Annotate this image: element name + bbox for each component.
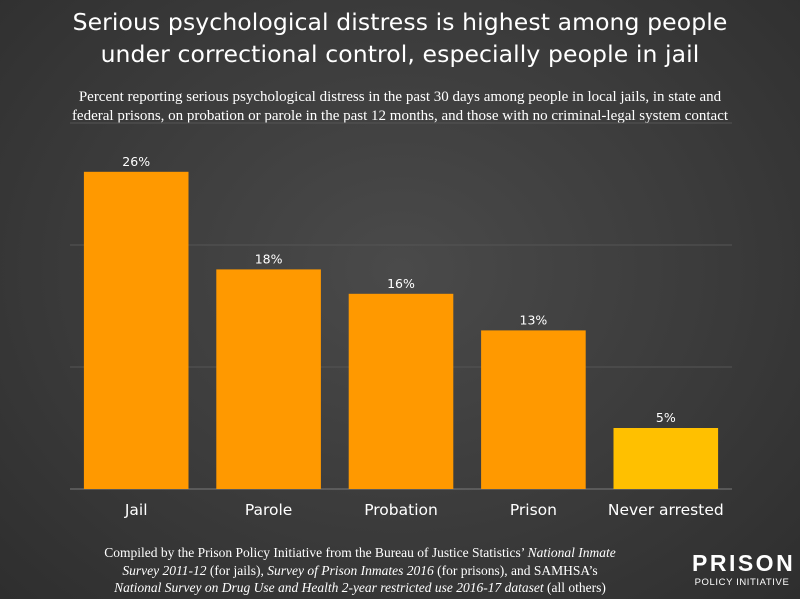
- data-label: 5%: [656, 410, 676, 425]
- chart-title: Serious psychological distress is highes…: [0, 6, 800, 70]
- data-label: 13%: [520, 312, 548, 327]
- source-line-2: Survey 2011-12 (for jails), Survey of Pr…: [80, 562, 640, 580]
- category-label: Never arrested: [608, 501, 724, 519]
- prison-policy-initiative-logo: PRISON POLICY INITIATIVE: [692, 550, 796, 589]
- source-line-3-post: (all others): [543, 580, 606, 595]
- data-labels: 26% 18% 16% 13% 5%: [122, 154, 676, 425]
- logo-policy-initiative: POLICY INITIATIVE: [694, 577, 790, 588]
- source-line-1-italic: National Inmate: [527, 545, 616, 560]
- bars: [83, 171, 719, 490]
- source-line-1: Compiled by the Prison Policy Initiative…: [80, 544, 640, 562]
- data-label: 26%: [122, 154, 150, 169]
- category-label: Parole: [245, 501, 293, 519]
- source-note: Compiled by the Prison Policy Initiative…: [80, 544, 640, 597]
- logo-prison: PRISON: [692, 550, 796, 576]
- category-labels: Jail Parole Probation Prison Never arrested: [124, 501, 724, 519]
- source-line-3-italic: National Survey on Drug Use and Health 2…: [114, 580, 544, 595]
- subtitle-line-1: Percent reporting serious psychological …: [78, 89, 722, 105]
- bar-never-arrested: [613, 428, 719, 489]
- bar-probation: [348, 293, 454, 489]
- source-line-1-text: Compiled by the Prison Policy Initiative…: [104, 545, 528, 560]
- source-line-2-italic-a: Survey 2011-12: [122, 562, 207, 578]
- bar-jail: [83, 171, 189, 490]
- source-line-2-mid: (for jails),: [206, 562, 268, 578]
- subtitle-line-2: federal prisons, on probation or parole …: [71, 108, 729, 124]
- data-label: 16%: [387, 276, 415, 291]
- source-line-2-italic-b: Survey of Prison Inmates 2016: [267, 562, 434, 578]
- bar-parole: [216, 269, 321, 489]
- source-line-2-post: (for prisons), and SAMHSA’s: [433, 562, 598, 578]
- data-label: 18%: [255, 251, 283, 266]
- chart-subtitle: Percent reporting serious psychological …: [0, 88, 800, 126]
- title-line-1: Serious psychological distress is highes…: [72, 8, 728, 36]
- source-line-3: National Survey on Drug Use and Health 2…: [80, 579, 640, 597]
- category-label: Probation: [364, 501, 438, 519]
- title-line-2: under correctional control, especially p…: [100, 40, 700, 68]
- category-label: Jail: [124, 501, 148, 519]
- bar-prison: [481, 330, 586, 489]
- category-label: Prison: [510, 501, 557, 519]
